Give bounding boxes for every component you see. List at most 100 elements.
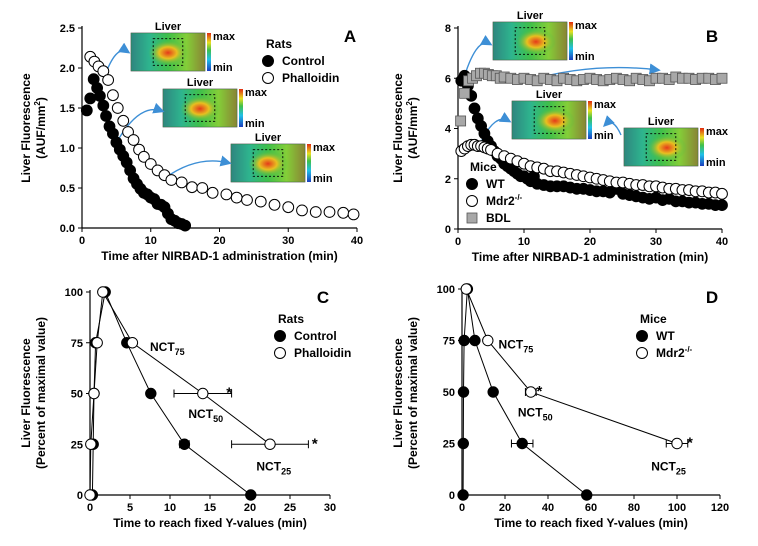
data-point-mdr2 (460, 283, 472, 295)
panel-B: 0 10 20 30 40 0 2 4 6 8 (445, 23, 728, 248)
x-axis-label: Time to reach fixed Y-values (min) (494, 516, 688, 530)
x-tick-label: 10 (164, 502, 176, 514)
data-point-phalloidin (282, 201, 295, 214)
data-point-control (245, 489, 257, 501)
inset-hotspot (180, 95, 220, 122)
data-point-control (80, 104, 93, 117)
data-point-wt (468, 102, 481, 115)
x-tick-label: 10 (145, 235, 157, 247)
data-point-wt (457, 489, 469, 501)
x-tick-label: 25 (284, 502, 296, 514)
y-axis-label: Liver Fluorescence(Percent of maximal va… (19, 317, 48, 469)
data-point-phalloidin (122, 126, 134, 138)
y-tick-label: 0 (445, 224, 451, 236)
data-point-phalloidin (197, 387, 209, 400)
inset-liver-label: Liver (255, 132, 282, 144)
data-point-phalloidin (186, 181, 198, 194)
significance-asterisk: * (536, 383, 542, 400)
x-tick-label: 10 (518, 236, 530, 248)
inset-hotspot (148, 39, 188, 66)
data-point-phalloidin (175, 176, 188, 189)
data-point-bdl (716, 72, 728, 84)
inset-color-scale (207, 33, 211, 71)
data-point-bdl (459, 87, 471, 99)
legend-A: Rats Control Phalloidin (262, 37, 339, 85)
panel-A-data (80, 50, 360, 232)
x-tick-label: 30 (650, 236, 662, 248)
inset-color-scale (700, 128, 704, 166)
panel-D-data (457, 283, 689, 501)
inset-max-label: max (245, 87, 268, 99)
x-axis-label: Time after NIRBAD-1 administration (min) (472, 250, 708, 264)
data-point-wt (581, 489, 593, 501)
y-tick-label: 50 (443, 387, 455, 399)
legend-marker-bdl (466, 212, 478, 224)
y-tick-label: 0.0 (60, 223, 75, 235)
inset-min-label: min (245, 118, 265, 130)
panel-letter-B: B (706, 27, 718, 46)
y-tick-label: 100 (437, 284, 455, 296)
legend-D: Mice WT Mdr2-/- (636, 312, 693, 360)
y-tick-label: 1.5 (60, 103, 75, 115)
data-point-phalloidin (268, 198, 281, 211)
y-tick-label: 0 (449, 490, 455, 502)
y-tick-label: 8 (445, 23, 451, 35)
y-tick-label: 2.5 (60, 23, 75, 35)
x-tick-label: 20 (584, 236, 596, 248)
y-tick-label: 50 (71, 389, 83, 401)
data-point-phalloidin (323, 206, 336, 218)
data-point-mdr2 (671, 437, 683, 450)
series-line-mdr2 (465, 288, 678, 444)
y-axis-label: Liver Fluorescence(Percent of maximal va… (391, 317, 420, 469)
y-axis-label: Liver Fluorescence(AUF/mm2) (19, 73, 48, 183)
inset-min-label: min (213, 62, 233, 74)
x-tick-label: 60 (585, 502, 597, 514)
y-tick-label: 0.5 (60, 183, 75, 195)
inset-liver-label: Liver (517, 10, 544, 22)
legend-title: Mice (470, 160, 497, 174)
data-point-phalloidin (84, 489, 96, 501)
x-tick-label: 0 (87, 502, 93, 514)
data-point-phalloidin (91, 337, 103, 349)
y-tick-label: 1.0 (60, 143, 75, 155)
legend-marker-wt (636, 330, 648, 342)
inset-liver-label: Liver (648, 116, 675, 128)
data-point-phalloidin (126, 337, 139, 349)
x-tick-label: 5 (127, 502, 133, 514)
data-point-phalloidin (241, 194, 253, 206)
y-axis-label: Liver Fluorescence(AUF/mm2) (391, 73, 420, 183)
x-tick-label: 20 (213, 235, 225, 247)
data-point-control (145, 387, 157, 400)
nct-label-50: NCT50 (518, 406, 553, 423)
inset-hotspot (515, 28, 556, 55)
legend-label-mdr2: Mdr2-/- (656, 345, 693, 360)
x-tick-label: 0 (455, 236, 461, 248)
y-tick-label: 25 (71, 439, 83, 451)
liver-image-inset-2: Liver max min (162, 77, 268, 130)
legend-marker-mdr2 (636, 347, 648, 359)
data-point-phalloidin (230, 191, 243, 204)
y-tick-label: 25 (443, 439, 455, 451)
inset-hotspot (646, 134, 687, 161)
x-tick-label: 100 (668, 502, 686, 514)
data-point-wt (469, 334, 481, 347)
legend-marker-control (274, 330, 286, 342)
y-tick-label: 75 (71, 338, 83, 350)
x-tick-label: 0 (79, 235, 85, 247)
legend-title: Rats (266, 37, 292, 51)
y-tick-label: 0 (77, 490, 83, 502)
data-point-wt (716, 199, 728, 212)
data-point-control (179, 219, 192, 232)
x-axis-label: Time to reach fixed Y-values (min) (113, 516, 307, 530)
data-point-phalloidin (127, 134, 140, 146)
legend-label-control: Control (282, 54, 325, 68)
legend-label-wt: WT (656, 329, 675, 343)
liver-image-inset-3: Liver max min (230, 132, 336, 185)
callout-arrow (164, 155, 232, 179)
data-point-phalloidin (85, 438, 97, 450)
liver-image-inset-1: Liver max min (492, 10, 598, 63)
panel-A: 0 10 20 30 40 0.0 0.5 1.0 1.5 2.0 2.5 (60, 23, 363, 247)
legend-marker-phalloidin (274, 347, 286, 359)
inset-max-label: max (706, 126, 729, 138)
inset-max-label: max (313, 142, 336, 154)
